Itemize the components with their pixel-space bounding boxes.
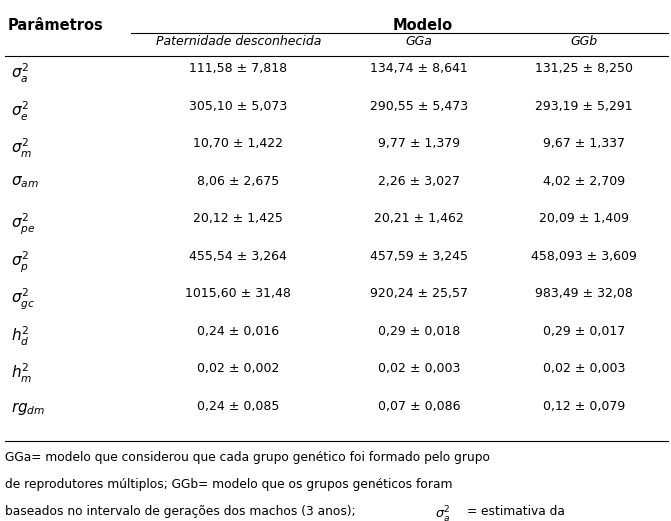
Text: 458,093 ± 3,609: 458,093 ± 3,609 — [531, 250, 637, 263]
Text: GGa: GGa — [406, 35, 433, 48]
Text: Modelo: Modelo — [393, 18, 453, 33]
Text: 0,29 ± 0,018: 0,29 ± 0,018 — [378, 325, 460, 338]
Text: 4,02 ± 2,709: 4,02 ± 2,709 — [543, 175, 625, 188]
Text: $\sigma_{gc}^2$: $\sigma_{gc}^2$ — [11, 287, 35, 312]
Text: 290,55 ± 5,473: 290,55 ± 5,473 — [370, 100, 468, 113]
Text: $\sigma_p^2$: $\sigma_p^2$ — [11, 250, 29, 275]
Text: 0,29 ± 0,017: 0,29 ± 0,017 — [543, 325, 625, 338]
Text: 293,19 ± 5,291: 293,19 ± 5,291 — [535, 100, 633, 113]
Text: Parâmetros: Parâmetros — [8, 18, 104, 33]
Text: $h_d^2$: $h_d^2$ — [11, 325, 30, 348]
Text: de reprodutores múltiplos; GGb= modelo que os grupos genéticos foram: de reprodutores múltiplos; GGb= modelo q… — [5, 478, 453, 491]
Text: 0,02 ± 0,003: 0,02 ± 0,003 — [378, 362, 460, 375]
Text: 10,70 ± 1,422: 10,70 ± 1,422 — [193, 137, 283, 150]
Text: 983,49 ± 32,08: 983,49 ± 32,08 — [535, 287, 633, 300]
Text: $\sigma_{am}$: $\sigma_{am}$ — [11, 175, 38, 190]
Text: $\sigma_e^2$: $\sigma_e^2$ — [11, 100, 29, 123]
Text: $h_m^2$: $h_m^2$ — [11, 362, 32, 386]
Text: 920,24 ± 25,57: 920,24 ± 25,57 — [370, 287, 468, 300]
Text: 8,06 ± 2,675: 8,06 ± 2,675 — [197, 175, 279, 188]
Text: 0,02 ± 0,002: 0,02 ± 0,002 — [197, 362, 279, 375]
Text: $rg_{dm}$: $rg_{dm}$ — [11, 400, 45, 417]
Text: $\sigma_m^2$: $\sigma_m^2$ — [11, 137, 32, 160]
Text: 0,07 ± 0,086: 0,07 ± 0,086 — [378, 400, 460, 413]
Text: 2,26 ± 3,027: 2,26 ± 3,027 — [378, 175, 460, 188]
Text: 134,74 ± 8,641: 134,74 ± 8,641 — [370, 62, 468, 75]
Text: 20,21 ± 1,462: 20,21 ± 1,462 — [374, 212, 464, 225]
Text: 111,58 ± 7,818: 111,58 ± 7,818 — [189, 62, 287, 75]
Text: GGa= modelo que considerou que cada grupo genético foi formado pelo grupo: GGa= modelo que considerou que cada grup… — [5, 451, 491, 464]
Text: $\sigma_a^2$: $\sigma_a^2$ — [435, 505, 450, 521]
Text: 457,59 ± 3,245: 457,59 ± 3,245 — [370, 250, 468, 263]
Text: 9,67 ± 1,337: 9,67 ± 1,337 — [543, 137, 625, 150]
Text: 1015,60 ± 31,48: 1015,60 ± 31,48 — [185, 287, 291, 300]
Text: 0,02 ± 0,003: 0,02 ± 0,003 — [543, 362, 625, 375]
Text: 20,09 ± 1,409: 20,09 ± 1,409 — [539, 212, 629, 225]
Text: 0,24 ± 0,016: 0,24 ± 0,016 — [197, 325, 279, 338]
Text: $\sigma_a^2$: $\sigma_a^2$ — [11, 62, 29, 85]
Text: 455,54 ± 3,264: 455,54 ± 3,264 — [189, 250, 287, 263]
Text: 0,12 ± 0,079: 0,12 ± 0,079 — [543, 400, 625, 413]
Text: Paternidade desconhecida: Paternidade desconhecida — [156, 35, 321, 48]
Text: = estimativa da: = estimativa da — [467, 505, 565, 518]
Text: 0,24 ± 0,085: 0,24 ± 0,085 — [197, 400, 279, 413]
Text: 305,10 ± 5,073: 305,10 ± 5,073 — [189, 100, 287, 113]
Text: 131,25 ± 8,250: 131,25 ± 8,250 — [535, 62, 633, 75]
Text: 20,12 ± 1,425: 20,12 ± 1,425 — [193, 212, 283, 225]
Text: $\sigma_{pe}^2$: $\sigma_{pe}^2$ — [11, 212, 36, 237]
Text: baseados no intervalo de gerações dos machos (3 anos);: baseados no intervalo de gerações dos ma… — [5, 505, 364, 518]
Text: GGb: GGb — [570, 35, 597, 48]
Text: 9,77 ± 1,379: 9,77 ± 1,379 — [378, 137, 460, 150]
